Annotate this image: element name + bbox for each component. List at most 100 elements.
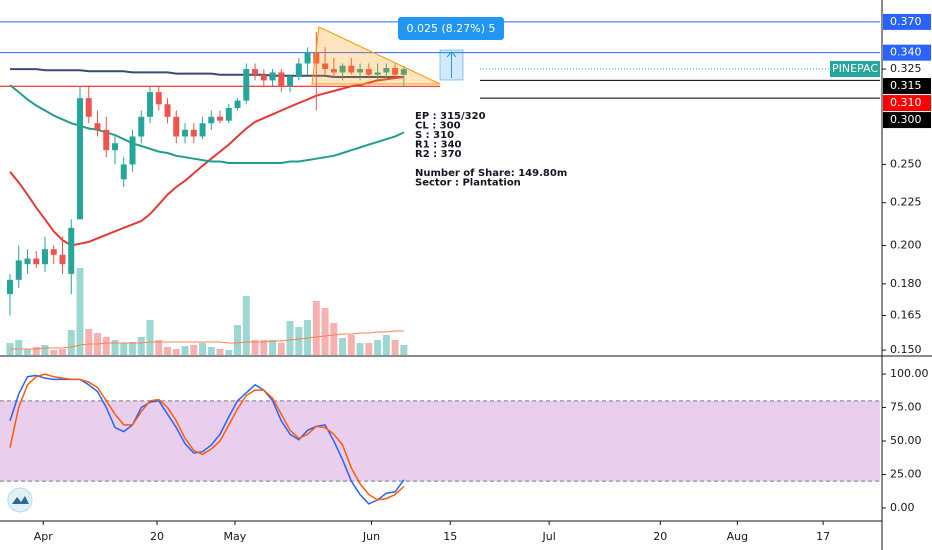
level-badge	[883, 95, 931, 112]
volume-bar	[15, 340, 23, 355]
candle-body	[164, 104, 171, 117]
candle-body	[357, 69, 364, 73]
stoch-band	[0, 400, 880, 482]
candle-body	[287, 76, 294, 87]
volume-bar	[58, 349, 66, 355]
candle-body	[252, 69, 259, 75]
y-tick-label: 0.180	[890, 277, 922, 290]
candle-body	[217, 116, 224, 121]
level-label: 0.340	[890, 46, 922, 59]
volume-bar	[251, 340, 259, 355]
volume-bar	[365, 343, 373, 355]
y-tick-label: 25.00	[890, 467, 922, 480]
level-badge	[883, 112, 931, 129]
volume-bar	[400, 345, 408, 355]
candle-body	[155, 92, 162, 105]
measure-label: 0.025 (8.27%) 5	[406, 22, 495, 35]
candle-body	[339, 65, 346, 73]
volume-bar	[85, 329, 93, 355]
volume-bar	[50, 350, 58, 355]
candle-body	[6, 279, 13, 295]
candle-body	[208, 116, 215, 124]
x-tick-label: Apr	[34, 530, 54, 543]
symbol-label: PINEPAC	[832, 62, 878, 75]
volume-ma	[10, 330, 404, 350]
y-tick-label: 0.165	[890, 308, 922, 321]
volume-bar	[234, 325, 242, 355]
y-tick-label: 75.00	[890, 401, 922, 414]
volume-bar	[172, 349, 180, 355]
y-tick-label: 0.150	[890, 343, 922, 356]
candle-body	[50, 249, 57, 255]
stoch-line	[9, 373, 405, 501]
volume-bar	[269, 340, 277, 355]
x-tick-label: May	[224, 530, 247, 543]
candle-body	[295, 63, 302, 77]
candle-body	[77, 98, 83, 220]
candle-body	[41, 249, 48, 265]
volume-bar	[330, 323, 338, 355]
candle-body	[365, 69, 372, 75]
y-tick-label: 100.00	[890, 367, 929, 380]
candle-body	[112, 143, 119, 151]
volume-bar	[391, 340, 399, 355]
x-tick-label: 15	[443, 530, 457, 543]
y-tick-label: 0.250	[890, 157, 922, 170]
volume-bar	[190, 345, 198, 355]
moving-average	[10, 68, 404, 78]
candle-body	[304, 52, 311, 64]
volume-bar	[76, 268, 84, 355]
candle-body	[322, 63, 329, 70]
volume-bar	[199, 343, 207, 355]
candle-body	[33, 258, 40, 265]
candle-body	[199, 123, 206, 137]
moving-average	[9, 84, 405, 164]
volume-bar	[67, 330, 75, 355]
y-tick-label: 50.00	[890, 434, 922, 447]
candle-body	[383, 67, 390, 73]
volume-bar	[32, 347, 40, 355]
note-line: CL : 300	[415, 121, 461, 132]
volume-bar	[164, 347, 172, 355]
candle-body	[348, 65, 355, 73]
candle-body	[129, 136, 136, 165]
candle-body	[59, 254, 66, 265]
x-tick-label: Jun	[362, 530, 380, 543]
volume-bar	[347, 335, 355, 355]
volume-bar	[216, 349, 224, 355]
candle-body	[182, 129, 189, 137]
triangle-drawing	[311, 26, 441, 85]
candle-body	[243, 69, 250, 101]
logo	[7, 487, 33, 513]
level-badge	[883, 13, 931, 30]
volume-bar	[321, 308, 329, 355]
note-line: EP : 315/320	[415, 111, 486, 122]
x-tick-label: 20	[653, 530, 667, 543]
candle-body	[15, 260, 22, 280]
x-tick-label: 17	[816, 530, 830, 543]
symbol-badge	[830, 61, 880, 78]
volume-bar	[23, 349, 31, 355]
volume-bar	[111, 340, 119, 355]
note-line: R2 : 370	[415, 149, 462, 160]
x-tick-label: Aug	[727, 530, 748, 543]
candle-body	[260, 74, 267, 81]
volume-bar	[339, 338, 347, 355]
note-line: Number of Share: 149.80m	[415, 168, 567, 179]
level-label: 0.300	[890, 113, 922, 126]
candle-body	[120, 164, 127, 180]
candle-body	[392, 67, 399, 75]
volume-bar	[41, 345, 49, 355]
volume-bar	[120, 343, 128, 355]
candle-body	[103, 129, 110, 151]
x-tick-label: 20	[150, 530, 164, 543]
level-badge	[883, 78, 931, 95]
volume-bar	[304, 320, 312, 355]
level-label: 0.315	[890, 79, 922, 92]
level-badge	[883, 44, 931, 61]
candle-body	[68, 227, 75, 274]
logo-mark	[12, 496, 29, 504]
x-tick-label: Jul	[542, 530, 556, 543]
level-label: 0.370	[890, 15, 922, 28]
